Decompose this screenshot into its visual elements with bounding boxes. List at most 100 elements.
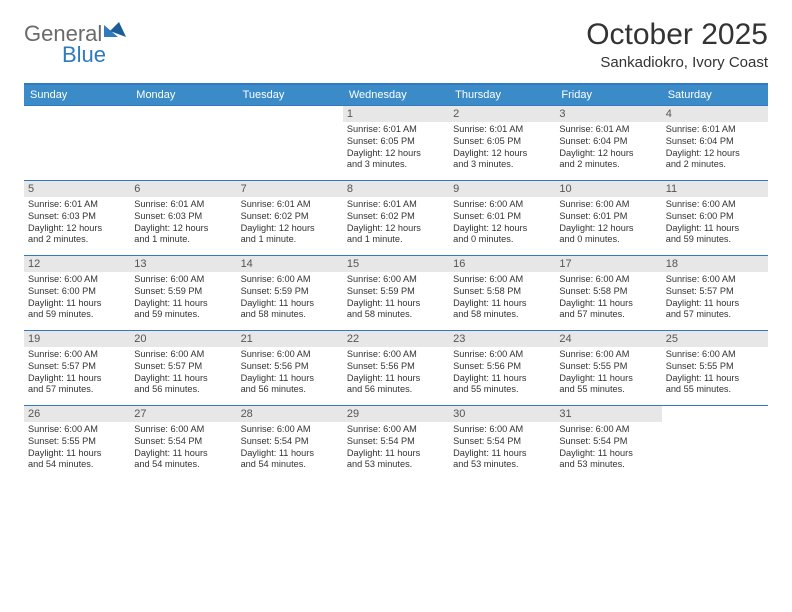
day-detail-line: Daylight: 11 hours — [241, 373, 339, 385]
day-detail-line: Sunset: 5:56 PM — [453, 361, 551, 373]
calendar-cell: 28Sunrise: 6:00 AMSunset: 5:54 PMDayligh… — [237, 406, 343, 480]
day-detail-line: and 53 minutes. — [453, 459, 551, 471]
day-detail-line: Daylight: 11 hours — [666, 223, 764, 235]
calendar-cell — [24, 106, 130, 180]
day-detail-line: Daylight: 11 hours — [241, 298, 339, 310]
day-details: Sunrise: 6:00 AMSunset: 5:56 PMDaylight:… — [453, 349, 551, 396]
day-detail-line: Sunrise: 6:00 AM — [347, 274, 445, 286]
day-detail-line: Daylight: 11 hours — [559, 298, 657, 310]
day-detail-line: Sunset: 5:58 PM — [559, 286, 657, 298]
day-number: 13 — [130, 256, 236, 272]
calendar-cell: 16Sunrise: 6:00 AMSunset: 5:58 PMDayligh… — [449, 256, 555, 330]
day-number: 10 — [555, 181, 661, 197]
day-details: Sunrise: 6:00 AMSunset: 5:54 PMDaylight:… — [453, 424, 551, 471]
calendar-cell: 7Sunrise: 6:01 AMSunset: 6:02 PMDaylight… — [237, 181, 343, 255]
day-detail-line: Daylight: 11 hours — [559, 373, 657, 385]
day-detail-line: Sunset: 5:56 PM — [347, 361, 445, 373]
calendar-cell: 14Sunrise: 6:00 AMSunset: 5:59 PMDayligh… — [237, 256, 343, 330]
day-detail-line: Sunset: 5:57 PM — [666, 286, 764, 298]
day-detail-line: Daylight: 12 hours — [559, 223, 657, 235]
day-detail-line: Daylight: 12 hours — [453, 223, 551, 235]
day-number: 2 — [449, 106, 555, 122]
day-detail-line: Sunset: 6:04 PM — [666, 136, 764, 148]
day-number: 30 — [449, 406, 555, 422]
calendar-cell: 27 Sunrise: 6:00 AMSunset: 5:54 PMDayligh… — [130, 406, 236, 480]
day-number: 12 — [24, 256, 130, 272]
day-detail-line: Sunset: 6:04 PM — [559, 136, 657, 148]
day-detail-line: and 53 minutes. — [559, 459, 657, 471]
calendar-cell: 9Sunrise: 6:00 AMSunset: 6:01 PMDaylight… — [449, 181, 555, 255]
day-details: Sunrise: 6:00 AMSunset: 5:57 PMDaylight:… — [666, 274, 764, 321]
dow-tuesday: Tuesday — [237, 85, 343, 105]
day-number — [24, 106, 130, 122]
day-detail-line: Daylight: 12 hours — [347, 148, 445, 160]
day-detail-line: Daylight: 11 hours — [453, 298, 551, 310]
day-details: Sunrise: 6:00 AMSunset: 5:58 PMDaylight:… — [559, 274, 657, 321]
day-number: 27 — [130, 406, 236, 422]
day-details: Sunrise: 6:00 AMSunset: 5:56 PMDaylight:… — [347, 349, 445, 396]
day-details: Sunrise: 6:01 AMSunset: 6:04 PMDaylight:… — [666, 124, 764, 171]
dow-thursday: Thursday — [449, 85, 555, 105]
day-detail-line: Daylight: 12 hours — [241, 223, 339, 235]
day-details: Sunrise: 6:00 AMSunset: 5:57 PMDaylight:… — [134, 349, 232, 396]
day-number: 4 — [662, 106, 768, 122]
dow-friday: Friday — [555, 85, 661, 105]
day-details: Sunrise: 6:00 AMSunset: 5:55 PMDaylight:… — [559, 349, 657, 396]
day-detail-line: Sunset: 6:00 PM — [28, 286, 126, 298]
day-detail-line: Daylight: 12 hours — [134, 223, 232, 235]
day-number: 3 — [555, 106, 661, 122]
header: GeneralBlue October 2025 Sankadiokro, Iv… — [24, 18, 768, 71]
brand-mark-icon — [104, 19, 126, 37]
day-details: Sunrise: 6:00 AMSunset: 6:01 PMDaylight:… — [559, 199, 657, 246]
day-detail-line: Sunset: 6:05 PM — [453, 136, 551, 148]
day-detail-line: Sunrise: 6:00 AM — [28, 424, 126, 436]
day-detail-line: and 55 minutes. — [666, 384, 764, 396]
day-detail-line: Daylight: 12 hours — [28, 223, 126, 235]
day-detail-line: Sunrise: 6:01 AM — [347, 199, 445, 211]
day-details: Sunrise: 6:00 AMSunset: 6:01 PMDaylight:… — [453, 199, 551, 246]
day-detail-line: and 1 minute. — [134, 234, 232, 246]
day-detail-line: and 58 minutes. — [453, 309, 551, 321]
day-detail-line: and 54 minutes. — [241, 459, 339, 471]
day-detail-line: Daylight: 12 hours — [666, 148, 764, 160]
day-detail-line: Sunrise: 6:01 AM — [28, 199, 126, 211]
day-detail-line: Sunrise: 6:00 AM — [453, 424, 551, 436]
day-number: 6 — [130, 181, 236, 197]
day-number: 1 — [343, 106, 449, 122]
calendar-cell: 4 Sunrise: 6:01 AMSunset: 6:04 PMDaylight… — [662, 106, 768, 180]
location-label: Sankadiokro, Ivory Coast — [586, 54, 768, 71]
day-detail-line: Sunrise: 6:00 AM — [559, 424, 657, 436]
day-detail-line: and 59 minutes. — [28, 309, 126, 321]
day-detail-line: Sunrise: 6:00 AM — [241, 274, 339, 286]
calendar-cell: 31Sunrise: 6:00 AMSunset: 5:54 PMDayligh… — [555, 406, 661, 480]
day-number: 7 — [237, 181, 343, 197]
day-detail-line: Sunrise: 6:00 AM — [559, 274, 657, 286]
day-detail-line: Sunrise: 6:00 AM — [666, 274, 764, 286]
day-detail-line: Daylight: 12 hours — [559, 148, 657, 160]
day-detail-line: Sunset: 6:03 PM — [28, 211, 126, 223]
day-details: Sunrise: 6:00 AMSunset: 5:54 PMDaylight:… — [134, 424, 232, 471]
day-detail-line: Daylight: 11 hours — [453, 373, 551, 385]
day-detail-line: and 1 minute. — [241, 234, 339, 246]
dow-saturday: Saturday — [662, 85, 768, 105]
dow-sunday: Sunday — [24, 85, 130, 105]
day-detail-line: and 3 minutes. — [453, 159, 551, 171]
day-detail-line: Sunset: 5:59 PM — [347, 286, 445, 298]
day-detail-line: Daylight: 11 hours — [347, 448, 445, 460]
day-details: Sunrise: 6:00 AMSunset: 5:54 PMDaylight:… — [559, 424, 657, 471]
day-number: 18 — [662, 256, 768, 272]
day-detail-line: Sunset: 5:55 PM — [559, 361, 657, 373]
day-detail-line: Sunset: 5:56 PM — [241, 361, 339, 373]
day-detail-line: Sunrise: 6:00 AM — [347, 349, 445, 361]
day-detail-line: Sunrise: 6:00 AM — [453, 199, 551, 211]
day-details: Sunrise: 6:00 AMSunset: 5:54 PMDaylight:… — [241, 424, 339, 471]
day-detail-line: Sunrise: 6:00 AM — [559, 349, 657, 361]
day-detail-line: and 0 minutes. — [559, 234, 657, 246]
day-detail-line: and 0 minutes. — [453, 234, 551, 246]
calendar-cell: 13Sunrise: 6:00 AMSunset: 5:59 PMDayligh… — [130, 256, 236, 330]
day-number: 16 — [449, 256, 555, 272]
day-of-week-row: Sunday Monday Tuesday Wednesday Thursday… — [24, 85, 768, 105]
day-detail-line: Sunrise: 6:00 AM — [241, 424, 339, 436]
calendar-week: 5Sunrise: 6:01 AMSunset: 6:03 PMDaylight… — [24, 180, 768, 255]
day-detail-line: Daylight: 11 hours — [453, 448, 551, 460]
